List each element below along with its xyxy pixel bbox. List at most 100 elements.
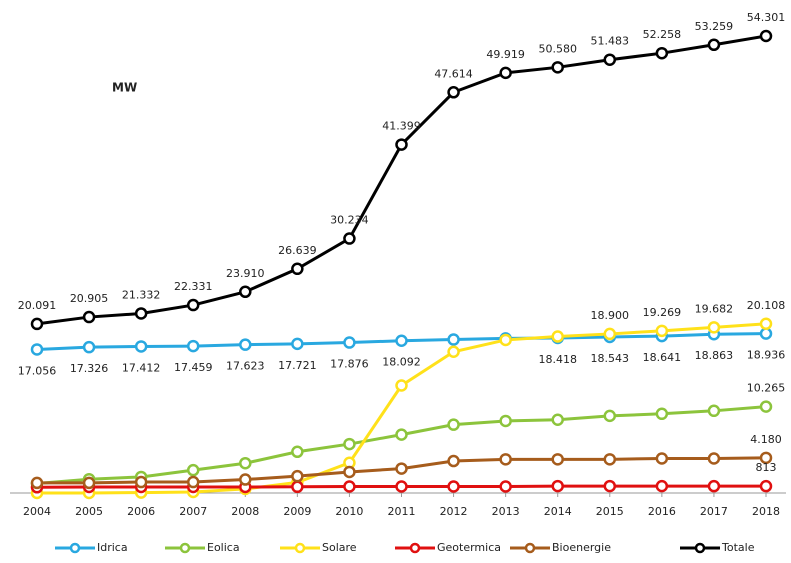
- point: [134, 340, 148, 353]
- point: [343, 336, 356, 349]
- data-label: 19.269: [643, 306, 682, 319]
- data-label: 18.900: [591, 309, 630, 322]
- point: [291, 480, 304, 494]
- point: [291, 337, 304, 351]
- point: [239, 456, 252, 470]
- x-tick-label: 2006: [127, 505, 155, 518]
- point: [759, 451, 773, 465]
- point: [551, 330, 564, 343]
- point: [291, 262, 304, 276]
- point: [186, 339, 200, 353]
- legend-label: Geotermica: [437, 541, 501, 554]
- point: [603, 409, 617, 423]
- point: [603, 453, 617, 466]
- data-label: 18.543: [591, 352, 630, 365]
- point: [186, 298, 200, 312]
- x-tick-label: 2007: [179, 505, 207, 518]
- data-label: 20.091: [18, 299, 57, 312]
- data-label: 51.483: [591, 35, 630, 48]
- point: [291, 445, 304, 459]
- data-label: 4.180: [750, 433, 782, 446]
- data-label: 18.418: [538, 353, 577, 366]
- point: [655, 46, 669, 60]
- x-tick-label: 2009: [283, 505, 311, 518]
- data-label: 17.326: [70, 362, 109, 375]
- point: [395, 480, 408, 493]
- point: [447, 86, 460, 99]
- point: [395, 379, 408, 392]
- data-label: 41.399: [382, 120, 421, 133]
- legend-label: Eolica: [207, 541, 240, 554]
- legend-marker: [409, 542, 421, 554]
- point: [707, 38, 721, 52]
- x-tick-label: 2017: [700, 505, 728, 518]
- point: [707, 321, 721, 334]
- data-label: 17.876: [330, 358, 369, 371]
- data-label: 20.905: [70, 292, 109, 305]
- point: [603, 327, 617, 341]
- x-tick-label: 2010: [335, 505, 363, 518]
- data-label: 50.580: [538, 42, 577, 55]
- legend-label: Bioenergie: [552, 541, 611, 554]
- data-label: 17.056: [18, 364, 57, 377]
- point: [759, 327, 773, 340]
- point: [239, 473, 252, 486]
- data-label: 52.258: [643, 28, 682, 41]
- x-tick-label: 2008: [231, 505, 259, 518]
- legend-marker: [524, 542, 536, 554]
- point: [447, 418, 460, 431]
- point: [447, 454, 460, 468]
- x-tick-label: 2012: [440, 505, 468, 518]
- legend-label: Totale: [721, 541, 755, 554]
- point: [82, 476, 96, 490]
- x-tick-label: 2004: [23, 505, 51, 518]
- point: [186, 475, 200, 489]
- data-label: 813: [756, 461, 777, 474]
- x-tick-label: 2016: [648, 505, 676, 518]
- point: [82, 310, 96, 324]
- data-label: 47.614: [434, 67, 473, 80]
- point: [551, 413, 564, 427]
- point: [707, 479, 721, 493]
- point: [395, 334, 408, 347]
- data-label: 30.234: [330, 214, 369, 227]
- point: [655, 479, 669, 493]
- point: [603, 53, 617, 66]
- point: [551, 479, 564, 493]
- point: [239, 338, 252, 351]
- data-label: 17.412: [122, 361, 161, 374]
- point: [447, 480, 460, 493]
- point: [499, 453, 512, 466]
- point: [186, 463, 200, 477]
- legend-marker: [694, 542, 706, 554]
- point: [291, 469, 304, 483]
- data-label: 19.682: [695, 302, 734, 315]
- point: [343, 232, 356, 245]
- point: [395, 138, 408, 151]
- data-label: 21.332: [122, 288, 161, 301]
- point: [499, 333, 512, 347]
- point: [759, 29, 773, 43]
- point: [30, 476, 44, 490]
- data-label: 23.910: [226, 267, 265, 280]
- point: [134, 307, 148, 320]
- data-label: 54.301: [747, 11, 786, 24]
- point: [343, 480, 356, 493]
- point: [499, 414, 512, 428]
- data-label: 17.623: [226, 360, 265, 373]
- data-label: 22.331: [174, 280, 213, 293]
- point: [239, 285, 252, 299]
- legend-label: Idrica: [97, 541, 128, 554]
- legend-marker: [294, 542, 306, 554]
- point: [759, 400, 773, 413]
- point: [551, 453, 564, 466]
- point: [395, 462, 408, 475]
- legend-marker: [69, 542, 81, 554]
- legend-marker: [179, 542, 191, 554]
- data-label: 17.721: [278, 359, 317, 372]
- point: [707, 452, 721, 465]
- point: [134, 475, 148, 489]
- point: [343, 437, 356, 451]
- point: [30, 343, 44, 356]
